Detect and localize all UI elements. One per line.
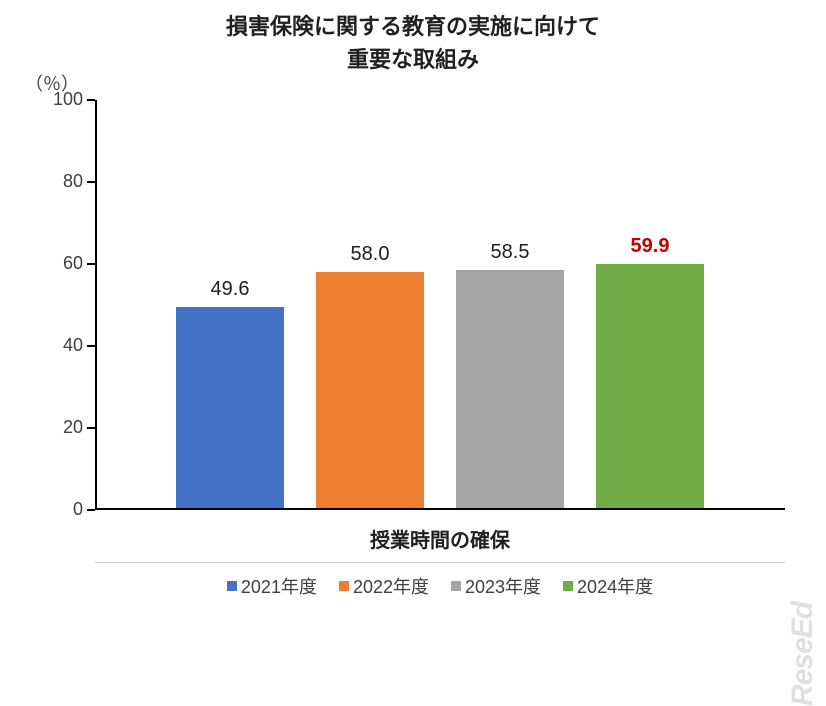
chart-title-line2: 重要な取組み bbox=[0, 43, 826, 76]
legend-swatch bbox=[339, 581, 349, 591]
y-tick-label: 40 bbox=[35, 335, 83, 356]
y-tick-mark bbox=[87, 99, 95, 101]
legend-label: 2024年度 bbox=[577, 573, 653, 599]
y-tick-mark bbox=[87, 345, 95, 347]
bar-value-label: 49.6 bbox=[166, 278, 294, 301]
legend-label: 2023年度 bbox=[465, 573, 541, 599]
legend-label: 2021年度 bbox=[241, 573, 317, 599]
legend-swatch bbox=[451, 581, 461, 591]
bar bbox=[316, 272, 424, 508]
chart-title: 損害保険に関する教育の実施に向けて 重要な取組み bbox=[0, 10, 826, 76]
legend-item: 2022年度 bbox=[339, 573, 429, 599]
y-tick-label: 80 bbox=[35, 171, 83, 192]
legend-item: 2024年度 bbox=[563, 573, 653, 599]
y-tick-label: 60 bbox=[35, 253, 83, 274]
y-tick-mark bbox=[87, 427, 95, 429]
bar bbox=[456, 270, 564, 508]
chart-container: 損害保険に関する教育の実施に向けて 重要な取組み （％） 02040608010… bbox=[0, 0, 826, 636]
y-tick-label: 100 bbox=[35, 89, 83, 110]
y-tick-mark bbox=[87, 509, 95, 511]
bar-value-label: 58.5 bbox=[446, 241, 574, 264]
legend-item: 2021年度 bbox=[227, 573, 317, 599]
plot-area: 020406080100 49.658.058.559.9 bbox=[95, 100, 785, 510]
bar bbox=[176, 307, 284, 508]
legend-swatch bbox=[563, 581, 573, 591]
y-axis-line bbox=[95, 100, 97, 510]
y-tick-label: 0 bbox=[35, 499, 83, 520]
y-tick-mark bbox=[87, 181, 95, 183]
bar-value-label: 59.9 bbox=[586, 235, 714, 258]
chart-title-line1: 損害保険に関する教育の実施に向けて bbox=[0, 10, 826, 43]
legend-swatch bbox=[227, 581, 237, 591]
x-axis-title: 授業時間の確保 bbox=[95, 524, 785, 553]
legend-label: 2022年度 bbox=[353, 573, 429, 599]
x-axis-line bbox=[95, 508, 785, 510]
bar bbox=[596, 264, 704, 508]
legend-item: 2023年度 bbox=[451, 573, 541, 599]
y-tick-label: 20 bbox=[35, 417, 83, 438]
watermark: ReseEd bbox=[786, 602, 820, 706]
bar-value-label: 58.0 bbox=[306, 243, 434, 266]
y-tick-mark bbox=[87, 263, 95, 265]
legend: 2021年度 2022年度 2023年度 2024年度 bbox=[95, 562, 785, 599]
